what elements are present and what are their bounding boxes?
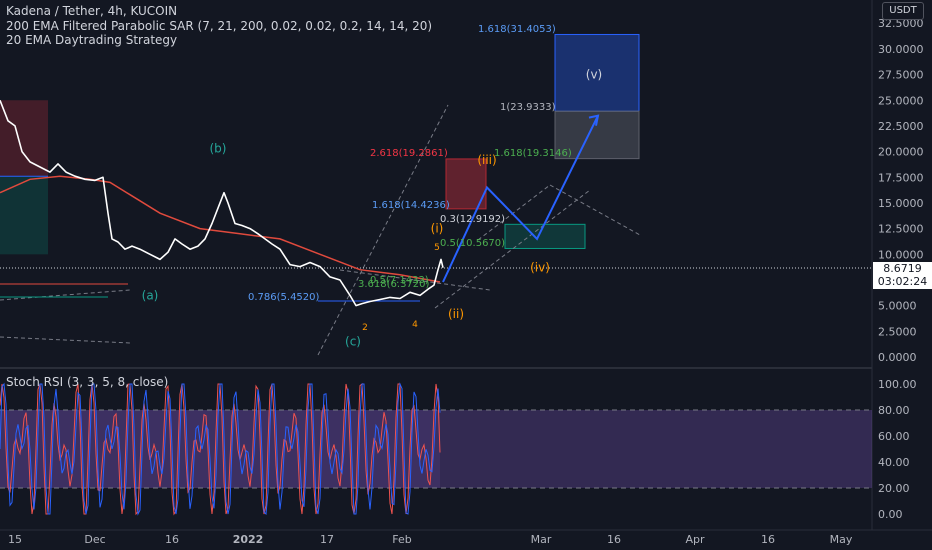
indicator-parabolic-sar[interactable]: 200 EMA Filtered Parabolic SAR (7, 21, 2… [6,19,433,33]
wave-label: 2 [362,323,368,333]
channel-line-right [549,184,641,236]
time-tick-label: 2022 [233,533,264,546]
fib-level-label: 0.5(7.1433) [370,275,429,286]
wave-label: (i) [431,222,444,236]
time-tick-label: Dec [84,533,105,546]
price-tick-label: 27.5000 [878,69,924,82]
price-tick-label: 32.5000 [878,17,924,30]
price-line [0,100,444,307]
channel-line-mid [477,184,551,241]
fib-level-label: 0.3(12.9192) [440,214,505,225]
price-tick-label: 15.0000 [878,197,924,210]
last-price-tag: 8.6719 03:02:24 [873,262,932,289]
time-tick-label: 15 [8,533,22,546]
fib-level-label: 1.618(14.4236) [372,200,450,211]
bar-countdown: 03:02:24 [877,275,928,288]
price-tick-label: 2.5000 [878,325,917,338]
price-line-path [0,100,444,307]
price-tick-label: 30.0000 [878,43,924,56]
wave-label: (a) [142,288,159,302]
price-tick-label: 22.5000 [878,120,924,133]
last-price: 8.6719 [883,262,922,275]
projection-arrowhead [588,114,600,126]
fib-level-label: 3.618(6.3720) [358,279,430,290]
wave-label: (b) [210,142,227,156]
time-tick-label: Feb [392,533,411,546]
channel-line-lower [434,189,591,309]
price-tick-label: 10.0000 [878,248,924,261]
time-tick-label: 16 [607,533,621,546]
wave-label: (iv) [530,261,550,275]
time-tick-label: May [830,533,853,546]
time-axis[interactable]: 15 Dec 16 2022 17 Feb Mar 16 Apr 16 May [8,533,853,546]
price-tick-label: 0.0000 [878,351,917,364]
fib-level-label: 1(23.9333) [500,102,556,113]
chart-title[interactable]: Kadena / Tether, 4h, KUCOIN [6,4,178,18]
price-tick-label: 20.0000 [878,146,924,159]
grid-lines [0,0,932,531]
history-zone-green [0,176,48,255]
stoch-k-line [0,382,441,516]
price-tick-label: 17.5000 [878,171,924,184]
fib-labels: 1.618(31.4053) 1(23.9333) 1.618(19.3146) 2.… [248,24,572,303]
stoch-tick-label: 80.00 [878,404,910,417]
price-tick-label: 25.0000 [878,94,924,107]
price-tick-label: 5.0000 [878,300,917,313]
stoch-rsi-pane [0,382,872,516]
stoch-band-future [440,410,872,488]
projection-path [442,115,599,283]
wave-labels: (b) (a) (c) (i) (ii) (iii) (iv) (v) 2 4 5 [142,68,603,349]
stoch-tick-label: 60.00 [878,430,910,443]
fib-level-label: 0.5(10.5670) [440,238,505,249]
stoch-rsi-title[interactable]: Stoch RSI (3, 3, 5, 8, close) [6,375,169,389]
time-tick-label: Apr [685,533,705,546]
channel-line-upper [317,104,449,356]
ema-200-line [0,175,441,283]
wave3-zone-red [445,158,487,210]
left-dashed-line-low [0,336,131,344]
time-tick-label: 16 [761,533,775,546]
fib-level-label: 1.618(19.3146) [494,148,572,159]
left-dashed-line [0,289,131,301]
stoch-tick-label: 0.00 [878,508,903,521]
wave-label: (c) [345,335,361,349]
price-tick-label: 12.5000 [878,223,924,236]
fib-level-label: 1.618(31.4053) [478,24,556,35]
wave-projection [442,114,600,283]
wave-label: (v) [586,68,602,82]
wave-label: (iii) [477,153,496,167]
time-tick-label: 17 [320,533,334,546]
history-zone-red [0,100,48,177]
time-tick-label: Mar [531,533,552,546]
indicator-20ema[interactable]: 20 EMA Daytrading Strategy [6,33,178,47]
channel-line-base [339,269,491,291]
stoch-tick-label: 20.00 [878,482,910,495]
fib-level-label: 0.786(5.4520) [248,292,320,303]
ema-line [0,175,441,283]
stoch-tick-label: 40.00 [878,456,910,469]
stoch-tick-label: 100.00 [878,378,917,391]
wave4-zone-green [504,223,586,249]
wave-label: (ii) [448,307,464,321]
time-tick-label: 16 [165,533,179,546]
currency-label[interactable]: USDT [882,2,924,20]
wave-label: 4 [412,320,418,330]
fib-level-label: 2.618(19.2861) [370,148,448,159]
wave-label: 5 [434,243,440,253]
